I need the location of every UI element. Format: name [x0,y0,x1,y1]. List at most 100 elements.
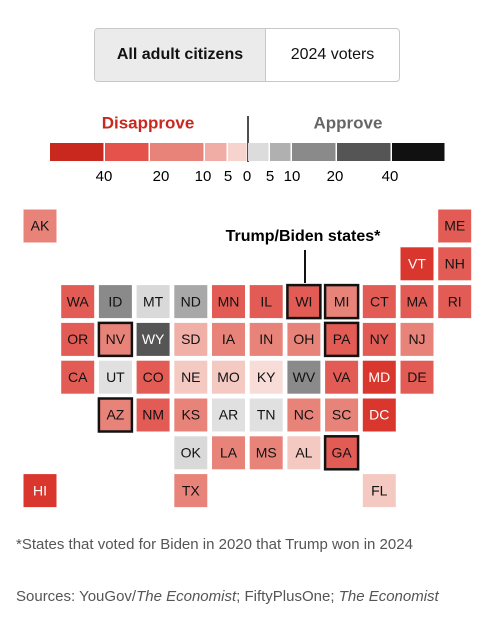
state-label: MS [256,445,277,461]
source-part: The Economist [338,588,439,605]
legend-tick-label: 20 [327,168,344,185]
footnote: *States that voted for Biden in 2020 tha… [16,536,413,553]
state-label: LA [220,445,238,461]
source-part: Sources: YouGov/ [16,588,137,605]
state-tile [400,285,434,319]
legend-swatch [228,143,247,161]
state-tile [400,322,434,356]
state-tile [97,397,134,433]
state-tile [362,360,396,394]
state-label: KS [181,407,200,423]
state-label: AK [31,218,50,234]
legend-swatch [150,143,204,161]
state-label: MT [143,293,164,309]
state-label: FL [371,482,388,498]
sources: Sources: YouGov/The Economist; FiftyPlus… [16,585,486,608]
map: Disapprove Approve Trump/Biden states* 4… [23,113,472,508]
state-label: SD [181,331,200,347]
state-label: GA [331,445,352,461]
state-label: CO [143,369,164,385]
legend-title: Approve [314,113,383,132]
state-tile [362,285,396,319]
legend-swatch [392,143,445,161]
state-tile [174,360,208,394]
state-label: WY [142,331,165,347]
state-tile [249,285,283,319]
state-tile [61,322,95,356]
state-label: VT [408,256,426,272]
state-label: AZ [106,407,124,423]
source-part: The Economist [136,588,237,605]
legend-tick-label: 40 [382,168,399,185]
state-tile [174,398,208,432]
state-tile [136,322,170,356]
state-tile [438,209,472,243]
state-tile [61,285,95,319]
state-label: TN [257,407,276,423]
state-label: MI [334,293,350,309]
state-label: WV [293,369,316,385]
state-tile [136,285,170,319]
state-tile [400,247,434,281]
legend-tick-label: 20 [153,168,170,185]
state-tile [287,398,321,432]
state-label: AL [295,445,312,461]
state-label: IN [259,331,273,347]
state-tile [287,322,321,356]
state-label: DC [369,407,389,423]
state-tile [212,360,245,394]
toggle-option[interactable]: 2024 voters [290,46,375,63]
state-tile [249,436,283,470]
state-label: IA [222,331,236,347]
state-tile [249,322,283,356]
state-label: MA [407,293,429,309]
state-tile [61,360,95,394]
state-label: PA [333,331,351,347]
legend-swatch [270,143,291,161]
state-label: ND [181,293,201,309]
state-label: HI [33,482,47,498]
state-label: WA [67,293,90,309]
legend-swatch [50,143,104,161]
state-tile [98,285,132,319]
state-tile [287,360,321,394]
state-tile [287,436,321,470]
legend-tick-label: 40 [96,168,113,185]
legend-swatch [248,143,269,161]
state-tile [23,474,57,508]
state-label: SC [332,407,351,423]
state-label: DE [407,369,426,385]
state-label: TX [182,482,201,498]
state-tile [323,435,360,471]
state-label: AR [219,407,238,423]
state-label: CT [370,293,389,309]
toggle-option[interactable]: All adult citizens [95,29,266,81]
legend-tick-label: 5 [224,168,232,185]
state-tile [400,360,434,394]
state-tile [362,474,396,508]
state-label: KY [257,369,276,385]
state-tile [286,283,322,320]
state-label: NH [445,256,465,272]
state-label: NC [294,407,314,423]
state-tile [212,436,245,470]
state-label: WI [295,293,312,309]
state-label: NE [181,369,200,385]
state-tile [438,285,472,319]
state-tile [325,398,359,432]
state-label: VA [333,369,351,385]
state-tile [136,398,170,432]
state-label: NM [142,407,164,423]
state-tile [98,360,132,394]
state-label: ME [444,218,465,234]
state-tile [212,398,245,432]
state-tile [97,321,134,358]
state-tile [212,322,245,356]
state-tile [249,360,283,394]
state-label: MN [218,293,240,309]
state-tile [212,285,245,319]
legend-swatch [292,143,336,161]
state-label: MD [368,369,390,385]
state-tile [249,398,283,432]
